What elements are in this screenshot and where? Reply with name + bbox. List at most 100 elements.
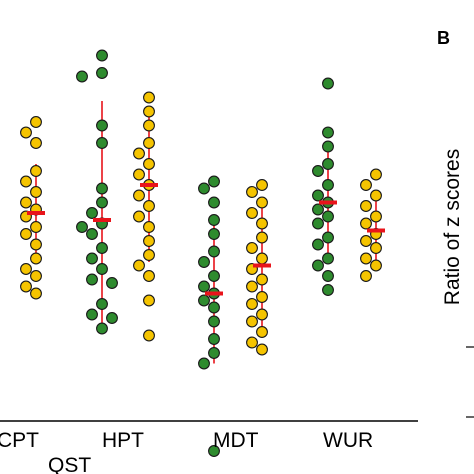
data-point-green-hpt-10	[86, 228, 98, 240]
data-point-yellow-mdt-5	[256, 231, 268, 244]
data-point-yellow-cpt-10	[20, 228, 32, 240]
data-point-yellow-mdt-17	[256, 343, 268, 356]
data-point-green-mdt-16	[208, 445, 220, 457]
data-point-green-wur-5	[322, 179, 334, 191]
data-point-green-mdt-5	[208, 245, 220, 258]
data-point-green-hpt-13	[96, 263, 108, 275]
data-point-yellow-cpt-14	[30, 270, 42, 282]
data-point-yellow-wur-4	[370, 210, 382, 223]
data-point-yellow-mdt-2	[256, 196, 268, 209]
data-point-yellow-cpt-5	[30, 186, 42, 198]
data-point-yellow-mdt-11	[256, 291, 268, 303]
data-point-yellow-mdt-10	[246, 280, 258, 293]
data-point-green-mdt-10	[198, 294, 210, 307]
data-point-yellow-hpt-2	[143, 119, 155, 132]
data-point-yellow-hpt-8	[133, 189, 145, 202]
data-point-yellow-hpt-3	[143, 137, 155, 149]
data-point-green-mdt-11	[208, 301, 220, 314]
data-point-green-mdt-8	[198, 280, 210, 293]
data-point-yellow-hpt-17	[143, 329, 155, 342]
data-point-green-mdt-3	[208, 214, 220, 226]
data-point-yellow-mdt-6	[246, 242, 258, 254]
y-axis-title-panel-b: Ratio of z scores	[441, 149, 464, 305]
data-point-yellow-cpt-0	[30, 116, 42, 128]
data-point-yellow-hpt-13	[143, 249, 155, 261]
data-point-green-wur-3	[322, 158, 334, 170]
data-point-yellow-hpt-11	[143, 221, 155, 233]
data-point-yellow-cpt-9	[30, 221, 42, 233]
chart-marks	[20, 49, 385, 457]
data-point-green-mdt-15	[198, 357, 210, 370]
data-point-yellow-wur-7	[360, 235, 372, 247]
data-point-green-mdt-2	[208, 196, 220, 209]
data-point-yellow-wur-2	[370, 189, 382, 202]
data-point-green-mdt-12	[208, 315, 220, 328]
data-point-green-wur-11	[322, 231, 334, 244]
data-point-yellow-wur-0	[370, 168, 382, 181]
x-tick-label-hpt: HPT	[102, 429, 144, 452]
data-point-green-hpt-14	[86, 273, 98, 286]
data-point-green-hpt-5	[96, 182, 108, 195]
data-point-green-hpt-12	[86, 252, 98, 265]
data-point-green-wur-0	[322, 77, 334, 90]
data-point-yellow-cpt-11	[30, 238, 42, 251]
data-point-green-wur-6	[312, 189, 324, 202]
data-point-yellow-cpt-13	[20, 263, 32, 275]
data-point-yellow-hpt-10	[133, 210, 145, 223]
data-point-yellow-wur-3	[360, 200, 372, 212]
data-point-yellow-mdt-14	[246, 315, 258, 328]
data-point-green-hpt-17	[86, 308, 98, 321]
data-point-green-wur-13	[322, 252, 334, 265]
data-point-green-hpt-3	[96, 119, 108, 132]
data-point-green-hpt-7	[86, 207, 98, 219]
data-point-yellow-mdt-13	[256, 308, 268, 321]
data-point-green-wur-2	[322, 140, 334, 153]
data-point-green-mdt-13	[208, 333, 220, 345]
data-point-green-mdt-14	[208, 347, 220, 359]
panel-label-b: B	[437, 28, 450, 48]
data-point-yellow-mdt-0	[256, 179, 268, 191]
data-point-yellow-hpt-5	[143, 158, 155, 170]
data-point-yellow-wur-10	[370, 259, 382, 272]
data-point-green-hpt-15	[106, 277, 118, 289]
data-point-green-wur-10	[312, 217, 324, 230]
data-point-yellow-hpt-15	[143, 270, 155, 282]
data-point-yellow-cpt-12	[30, 252, 42, 265]
data-point-yellow-cpt-6	[20, 196, 32, 209]
data-point-yellow-mdt-9	[256, 273, 268, 286]
data-point-green-mdt-6	[198, 256, 210, 268]
x-axis-title: QST	[48, 454, 91, 474]
data-point-yellow-wur-1	[360, 179, 372, 191]
x-tick-label-cpt: CPT	[0, 429, 39, 452]
data-point-green-hpt-11	[96, 242, 108, 254]
data-point-green-hpt-2	[76, 70, 88, 83]
x-tick-label-mdt: MDT	[213, 429, 259, 452]
data-point-yellow-wur-5	[360, 217, 372, 230]
data-point-green-hpt-4	[96, 137, 108, 149]
data-point-yellow-hpt-12	[143, 235, 155, 247]
data-point-yellow-mdt-16	[246, 336, 258, 349]
data-point-green-hpt-16	[96, 298, 108, 310]
data-point-green-hpt-9	[76, 221, 88, 233]
data-point-green-hpt-19	[96, 322, 108, 335]
data-point-green-wur-8	[312, 203, 324, 216]
data-point-yellow-hpt-0	[143, 91, 155, 104]
data-point-green-wur-15	[322, 270, 334, 282]
data-point-yellow-mdt-3	[246, 207, 258, 219]
data-point-yellow-mdt-15	[256, 326, 268, 338]
data-point-yellow-mdt-7	[256, 252, 268, 265]
data-point-green-mdt-7	[208, 270, 220, 282]
data-point-yellow-cpt-15	[20, 280, 32, 293]
data-point-green-mdt-4	[208, 228, 220, 240]
data-point-green-wur-12	[312, 238, 324, 251]
data-point-yellow-mdt-4	[256, 217, 268, 230]
data-point-yellow-cpt-3	[30, 165, 42, 177]
data-point-green-mdt-1	[198, 182, 210, 195]
data-point-green-hpt-6	[96, 196, 108, 209]
data-point-green-wur-1	[322, 126, 334, 139]
x-tick-label-wur: WUR	[323, 429, 373, 452]
data-point-green-wur-9	[322, 210, 334, 223]
data-point-yellow-hpt-16	[143, 294, 155, 307]
data-point-green-hpt-18	[106, 312, 118, 324]
